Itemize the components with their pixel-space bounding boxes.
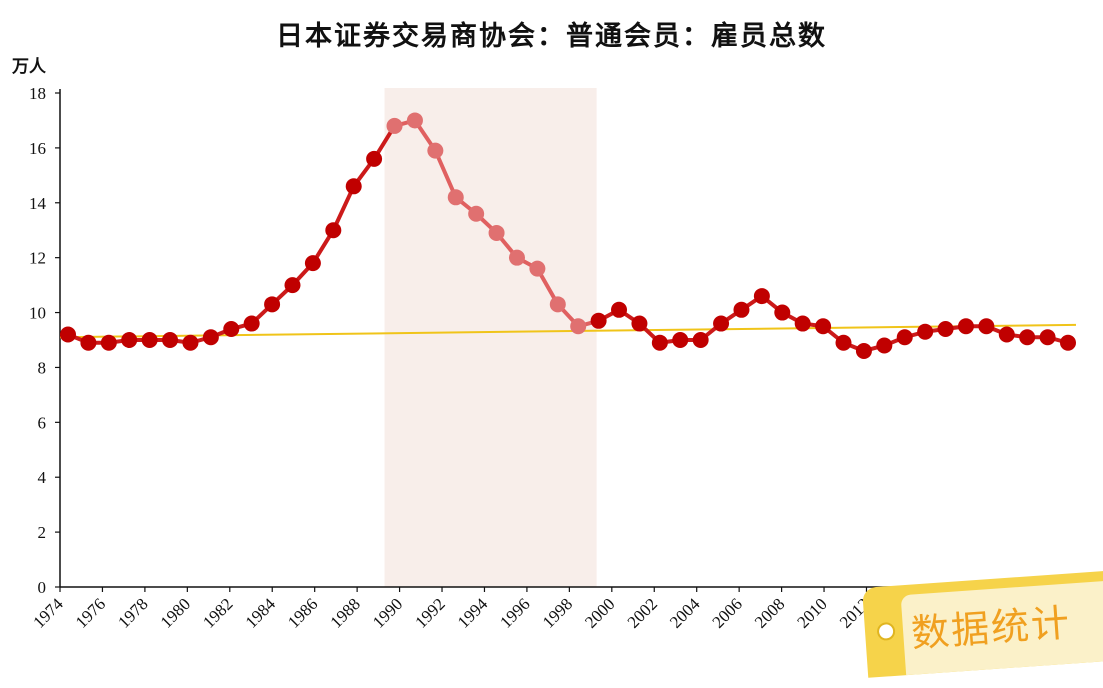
x-tick-label: 1996 bbox=[496, 594, 533, 631]
x-tick-label: 2004 bbox=[666, 594, 704, 632]
data-point bbox=[243, 315, 260, 332]
data-point bbox=[80, 334, 97, 351]
data-point bbox=[182, 334, 199, 351]
data-point bbox=[774, 304, 791, 321]
y-tick-labels: 0 2 4 6 8 10 12 14 16 18 bbox=[29, 84, 47, 597]
series-line-segment bbox=[433, 148, 458, 200]
data-point bbox=[488, 224, 505, 241]
data-point bbox=[590, 312, 607, 329]
data-point bbox=[549, 296, 566, 313]
y-axis-unit: 万人 bbox=[11, 57, 47, 77]
data-point bbox=[223, 321, 240, 338]
x-tick-label: 1982 bbox=[199, 594, 236, 631]
x-tick-label: 1976 bbox=[72, 594, 109, 631]
x-tick-label: 2002 bbox=[624, 594, 661, 631]
x-tick-label: 2010 bbox=[793, 594, 830, 631]
x-tick-label: 1980 bbox=[157, 594, 194, 631]
y-tick-label: 10 bbox=[29, 304, 46, 323]
data-point bbox=[753, 288, 770, 305]
x-tick-label: 1978 bbox=[114, 594, 151, 631]
y-tick-label: 16 bbox=[29, 139, 46, 158]
data-point bbox=[815, 318, 832, 335]
data-point bbox=[427, 142, 444, 159]
data-point bbox=[386, 117, 403, 134]
data-point bbox=[672, 332, 689, 348]
data-point bbox=[468, 205, 485, 222]
data-point bbox=[345, 178, 362, 195]
data-point bbox=[570, 318, 587, 335]
data-point bbox=[611, 301, 628, 318]
data-point bbox=[713, 315, 730, 332]
data-point bbox=[1019, 329, 1036, 346]
data-point bbox=[1039, 329, 1056, 346]
data-point bbox=[978, 318, 995, 335]
data-point bbox=[366, 150, 383, 167]
data-point bbox=[325, 222, 342, 239]
watermark-badge: 数据统计 bbox=[862, 570, 1103, 688]
shaded-period bbox=[384, 88, 597, 587]
y-tick-label: 6 bbox=[38, 413, 47, 432]
x-tick-label: 1990 bbox=[369, 594, 406, 631]
data-point bbox=[937, 321, 954, 338]
data-point bbox=[1060, 334, 1076, 351]
y-tick-label: 2 bbox=[38, 523, 47, 542]
data-point bbox=[794, 315, 811, 332]
series-line-segment bbox=[331, 184, 356, 233]
watermark-text: 数据统计 bbox=[909, 600, 1073, 656]
x-tick-label: 2000 bbox=[581, 594, 618, 631]
data-point bbox=[692, 332, 709, 348]
data-point bbox=[631, 315, 648, 332]
data-point bbox=[835, 334, 852, 351]
x-tick-label: 2006 bbox=[709, 594, 746, 631]
data-point bbox=[121, 332, 138, 348]
x-tick-label: 1992 bbox=[411, 594, 448, 631]
x-tick-label: 1998 bbox=[539, 594, 576, 631]
y-tick-label: 8 bbox=[38, 358, 47, 377]
x-tick-label: 1986 bbox=[284, 594, 321, 631]
x-tick-label: 1974 bbox=[29, 594, 67, 632]
data-point bbox=[60, 326, 76, 343]
data-point bbox=[917, 323, 934, 340]
data-point bbox=[264, 296, 281, 313]
y-tick-label: 18 bbox=[29, 84, 46, 103]
data-point bbox=[100, 334, 117, 351]
y-tick-label: 0 bbox=[38, 578, 47, 597]
data-point bbox=[855, 342, 872, 359]
data-point bbox=[406, 112, 423, 129]
data-point bbox=[202, 329, 219, 346]
data-point bbox=[162, 332, 179, 348]
x-tick-label: 1988 bbox=[326, 594, 363, 631]
data-point bbox=[529, 260, 546, 277]
data-point bbox=[284, 277, 301, 294]
data-point bbox=[651, 334, 668, 351]
y-tick-label: 4 bbox=[38, 468, 47, 487]
data-point bbox=[876, 337, 893, 354]
data-point bbox=[304, 255, 321, 272]
data-point bbox=[508, 249, 525, 266]
y-tick-label: 14 bbox=[29, 194, 47, 213]
y-tick-label: 12 bbox=[29, 249, 46, 268]
x-tick-label: 2008 bbox=[751, 594, 788, 631]
series-points bbox=[60, 112, 1076, 359]
x-tick-label: 1994 bbox=[454, 594, 492, 632]
chart-title: 日本证券交易商协会：普通会员：雇员总数 bbox=[276, 21, 827, 52]
data-point bbox=[733, 301, 750, 318]
data-point bbox=[141, 332, 158, 348]
x-tick-label: 1984 bbox=[242, 594, 280, 632]
data-point bbox=[896, 329, 913, 346]
data-point bbox=[447, 189, 464, 206]
data-point bbox=[998, 326, 1015, 343]
data-point bbox=[957, 318, 974, 335]
